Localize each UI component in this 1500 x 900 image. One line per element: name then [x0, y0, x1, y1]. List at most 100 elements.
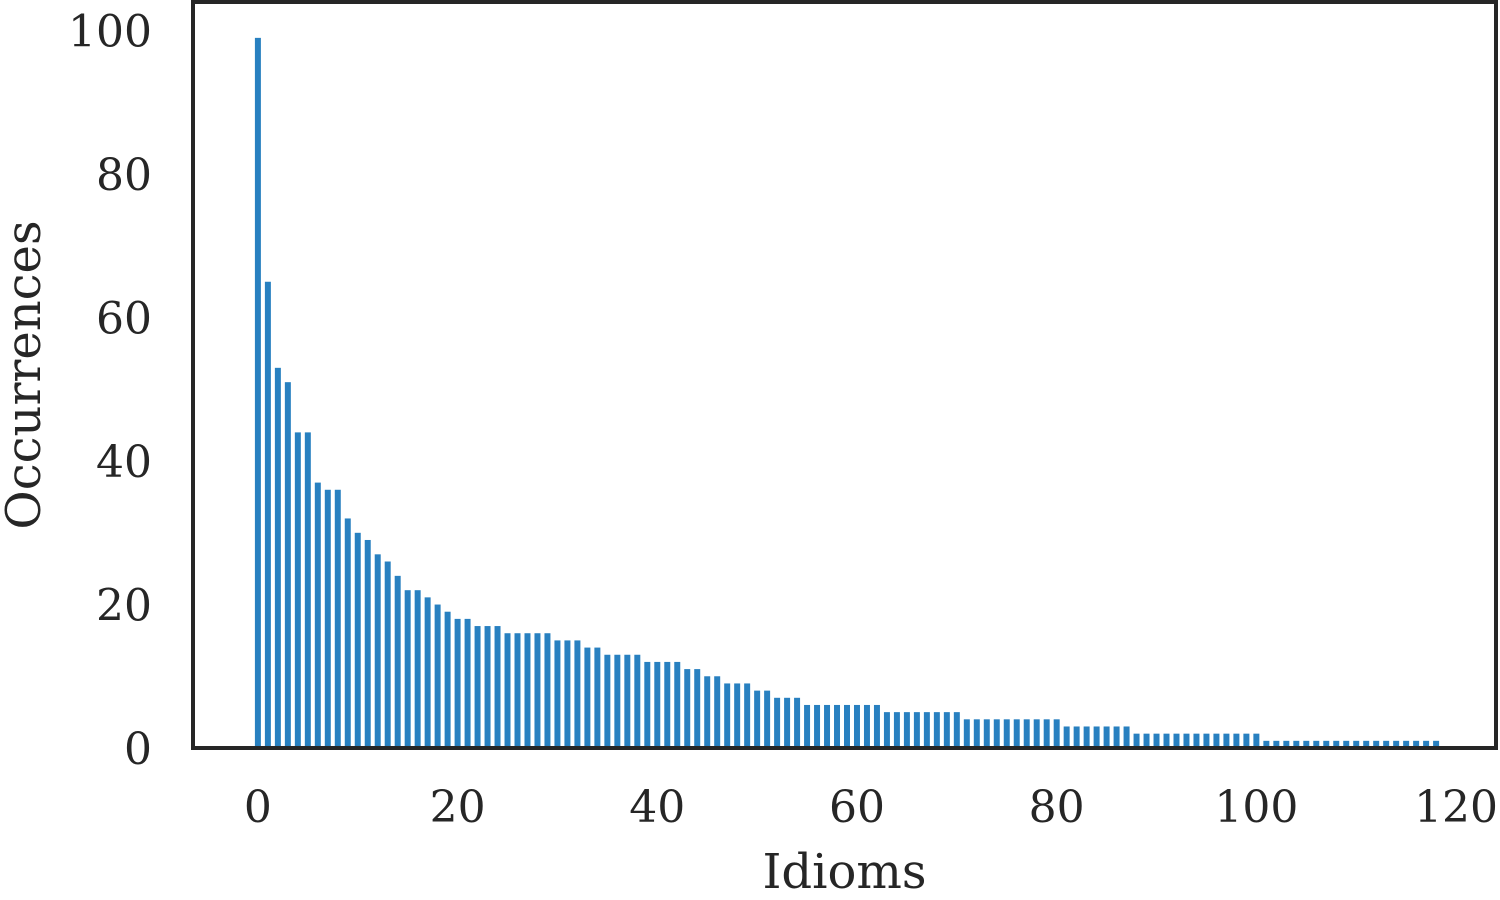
bar-52 [774, 697, 781, 748]
bar-7 [324, 489, 331, 748]
bar-84 [1093, 726, 1100, 748]
bar-16 [414, 590, 421, 748]
bar-65 [903, 712, 910, 748]
bar-95 [1203, 733, 1210, 748]
y-tick-label: 60 [96, 294, 152, 345]
bar-62 [873, 704, 880, 748]
bar-111 [1363, 740, 1370, 748]
bar-106 [1313, 740, 1320, 748]
bar-56 [814, 704, 821, 748]
bar-14 [394, 575, 401, 748]
bar-79 [1043, 719, 1050, 748]
x-tick-label: 0 [244, 782, 272, 833]
x-tick-label: 80 [1029, 782, 1085, 833]
bar-86 [1113, 726, 1120, 748]
bar-31 [564, 640, 571, 748]
bar-100 [1253, 733, 1260, 748]
bar-6 [314, 482, 321, 748]
y-axis-ticks: 0 20 40 60 80 100 [68, 7, 152, 775]
bar-98 [1233, 733, 1240, 748]
y-tick-label: 40 [96, 437, 152, 488]
bar-94 [1193, 733, 1200, 748]
bar-59 [844, 704, 850, 748]
bar-17 [424, 597, 431, 748]
bar-92 [1173, 733, 1180, 748]
bar-10 [354, 532, 361, 748]
bar-49 [744, 683, 751, 748]
bar-50 [754, 690, 761, 748]
y-tick-label: 80 [96, 150, 152, 201]
y-axis-label: Occurrences [0, 220, 52, 529]
y-tick-label: 100 [68, 7, 152, 58]
x-axis-ticks: 0 20 40 60 80 100 120 [244, 782, 1498, 833]
bar-26 [514, 633, 521, 748]
bar-27 [524, 633, 531, 748]
bar-85 [1103, 726, 1110, 748]
bar-103 [1283, 740, 1290, 748]
bar-11 [364, 539, 371, 748]
bar-110 [1353, 740, 1360, 748]
bar-43 [684, 669, 691, 748]
bar-0 [254, 37, 261, 749]
bar-80 [1053, 719, 1060, 748]
bar-46 [714, 676, 721, 748]
bar-108 [1333, 740, 1340, 748]
x-tick-label: 120 [1414, 782, 1498, 833]
bar-13 [384, 561, 391, 748]
bar-113 [1383, 740, 1390, 748]
x-tick-label: 20 [430, 782, 486, 833]
bar-109 [1343, 740, 1350, 748]
bar-51 [764, 690, 771, 748]
bar-99 [1243, 733, 1250, 748]
bar-67 [923, 712, 930, 748]
y-tick-label: 0 [124, 724, 152, 775]
bar-33 [584, 647, 591, 748]
bar-97 [1223, 733, 1230, 748]
bar-82 [1073, 726, 1080, 748]
bar-61 [863, 704, 870, 748]
bar-96 [1213, 733, 1220, 748]
bar-114 [1393, 740, 1400, 748]
bar-2 [274, 367, 281, 748]
bar-1 [264, 281, 271, 748]
bar-47 [724, 683, 731, 748]
bar-66 [913, 712, 920, 748]
bar-39 [644, 661, 651, 748]
bar-64 [893, 712, 900, 748]
bar-20 [454, 618, 461, 748]
bar-60 [853, 704, 860, 748]
bar-89 [1143, 733, 1150, 748]
bar-118 [1433, 740, 1440, 748]
bar-12 [374, 554, 381, 748]
bar-72 [973, 719, 980, 748]
bar-40 [654, 661, 661, 748]
x-tick-label: 40 [629, 782, 685, 833]
x-tick-label: 60 [829, 782, 885, 833]
bar-3 [284, 382, 291, 748]
bar-77 [1023, 719, 1030, 748]
bar-5 [304, 432, 311, 748]
bar-54 [794, 697, 801, 748]
bar-32 [574, 640, 581, 748]
bar-73 [983, 719, 990, 748]
bar-36 [614, 654, 621, 748]
bar-76 [1013, 719, 1020, 748]
bar-30 [554, 640, 561, 748]
bar-93 [1183, 733, 1190, 748]
bar-42 [674, 661, 681, 748]
bar-78 [1033, 719, 1040, 748]
bar-19 [444, 611, 451, 748]
bar-28 [534, 633, 541, 748]
bar-8 [334, 489, 341, 748]
bar-69 [943, 712, 950, 748]
bar-25 [504, 633, 511, 748]
bar-35 [604, 654, 611, 748]
bar-91 [1163, 733, 1170, 748]
bar-29 [544, 633, 551, 748]
bar-104 [1293, 740, 1300, 748]
bar-22 [474, 626, 481, 748]
bar-116 [1413, 740, 1420, 748]
bar-41 [664, 661, 671, 748]
x-axis-label: Idioms [762, 844, 926, 900]
bar-68 [933, 712, 940, 748]
